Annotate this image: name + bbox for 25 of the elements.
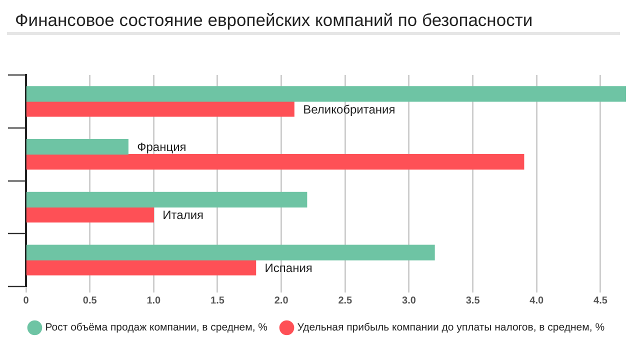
legend-label: Удельная прибыль компании до уплаты налогов, в среднем, % [297,322,605,334]
chart-title: Финансовое состояние европейских компаний по безопасности [15,9,533,31]
x-tick-label: 0 [23,295,30,306]
x-tick-label: 2.5 [338,295,353,306]
x-tick-label: 2.0 [274,295,289,306]
x-tick-label: 1.5 [210,295,225,306]
x-tick-label: 3.0 [402,295,416,306]
legend-label: Рост объёма продаж компании, в среднем, % [45,322,268,334]
x-tick-label: 0.5 [82,295,98,306]
x-tick-label: 1.0 [146,295,162,306]
bar [26,86,626,102]
bar [26,138,128,155]
bar [26,101,294,117]
bar [26,154,524,170]
y-tick-label: Франция [137,140,186,154]
y-tick-label: Великобритания [303,102,396,116]
y-tick-label: Италия [162,208,204,222]
bar [26,260,256,276]
x-tick-label: 4.0 [530,295,544,306]
x-tick-label: 4.5 [594,295,608,306]
x-tick-label: 3.5 [466,295,480,306]
bar [26,244,435,260]
bar [26,206,154,223]
y-tick-label: Испания [264,260,312,275]
bar [26,192,308,208]
